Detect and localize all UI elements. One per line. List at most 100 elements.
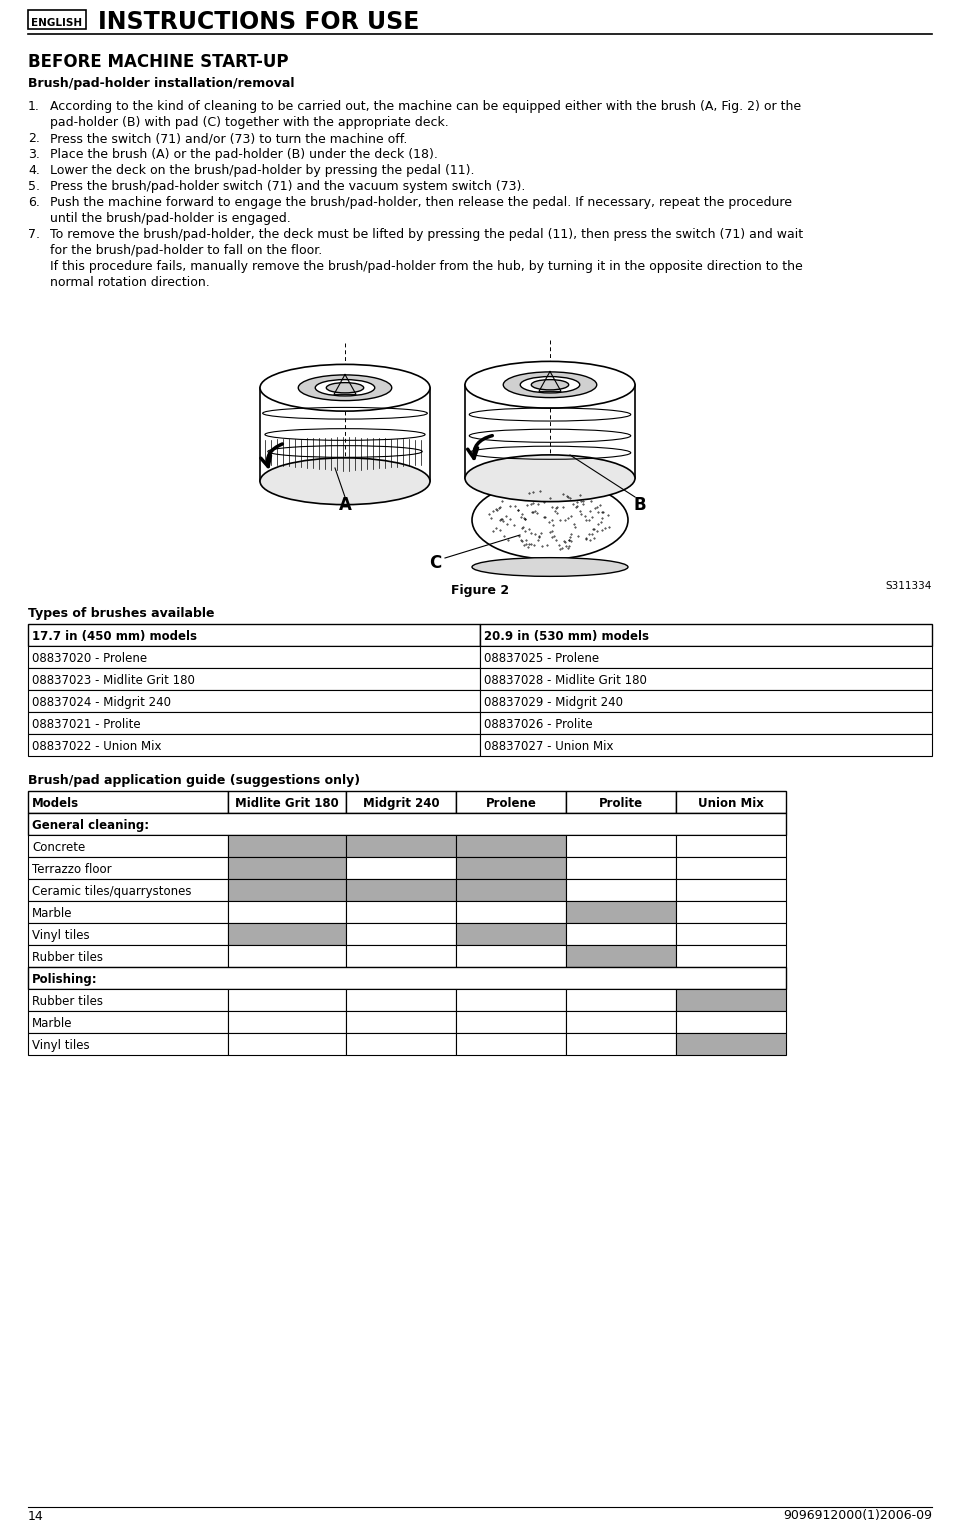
Bar bbox=[346, 879, 456, 902]
Text: 08837027 - Union Mix: 08837027 - Union Mix bbox=[484, 740, 613, 752]
Text: until the brush/pad-holder is engaged.: until the brush/pad-holder is engaged. bbox=[50, 212, 291, 225]
Bar bbox=[480, 669, 932, 690]
Bar bbox=[456, 1033, 566, 1055]
Bar bbox=[456, 857, 566, 879]
Bar bbox=[346, 923, 456, 944]
Text: Marble: Marble bbox=[32, 906, 73, 920]
Text: Terrazzo floor: Terrazzo floor bbox=[32, 862, 111, 876]
Bar bbox=[456, 902, 566, 923]
Bar bbox=[456, 835, 566, 857]
Bar bbox=[28, 1011, 228, 1033]
Bar bbox=[676, 1011, 786, 1033]
Bar bbox=[28, 669, 480, 690]
Text: 17.7 in (450 mm) models: 17.7 in (450 mm) models bbox=[32, 629, 197, 643]
Bar bbox=[480, 646, 932, 669]
Bar bbox=[28, 1033, 228, 1055]
Bar bbox=[228, 790, 346, 813]
Bar bbox=[28, 646, 480, 669]
Text: Press the switch (71) and/or (73) to turn the machine off.: Press the switch (71) and/or (73) to tur… bbox=[50, 133, 407, 145]
Bar bbox=[566, 1011, 676, 1033]
Bar bbox=[346, 790, 456, 813]
Text: Union Mix: Union Mix bbox=[698, 797, 764, 810]
Ellipse shape bbox=[299, 375, 392, 401]
Bar bbox=[28, 967, 786, 988]
Text: Vinyl tiles: Vinyl tiles bbox=[32, 1039, 89, 1051]
Ellipse shape bbox=[260, 458, 430, 504]
Bar bbox=[28, 923, 228, 944]
Text: Place the brush (A) or the pad-holder (B) under the deck (18).: Place the brush (A) or the pad-holder (B… bbox=[50, 148, 438, 161]
Ellipse shape bbox=[315, 379, 374, 396]
Bar bbox=[676, 835, 786, 857]
Text: pad-holder (B) with pad (C) together with the appropriate deck.: pad-holder (B) with pad (C) together wit… bbox=[50, 116, 448, 129]
Bar bbox=[566, 944, 676, 967]
Text: 08837026 - Prolite: 08837026 - Prolite bbox=[484, 717, 592, 731]
Bar bbox=[676, 923, 786, 944]
Bar bbox=[28, 711, 480, 734]
Text: If this procedure fails, manually remove the brush/pad-holder from the hub, by t: If this procedure fails, manually remove… bbox=[50, 260, 803, 273]
Bar bbox=[228, 835, 346, 857]
Text: 08837025 - Prolene: 08837025 - Prolene bbox=[484, 652, 599, 664]
Bar bbox=[28, 11, 86, 29]
Text: 3.: 3. bbox=[28, 148, 40, 161]
Bar bbox=[566, 1033, 676, 1055]
Text: Figure 2: Figure 2 bbox=[451, 583, 509, 597]
Text: Types of brushes available: Types of brushes available bbox=[28, 608, 214, 620]
Bar bbox=[676, 902, 786, 923]
Text: According to the kind of cleaning to be carried out, the machine can be equipped: According to the kind of cleaning to be … bbox=[50, 101, 802, 113]
Bar bbox=[676, 944, 786, 967]
Text: Rubber tiles: Rubber tiles bbox=[32, 995, 103, 1008]
Text: B: B bbox=[634, 496, 646, 513]
Text: 08837028 - Midlite Grit 180: 08837028 - Midlite Grit 180 bbox=[484, 673, 647, 687]
Bar bbox=[676, 857, 786, 879]
Bar bbox=[566, 790, 676, 813]
Bar bbox=[28, 944, 228, 967]
Text: Concrete: Concrete bbox=[32, 841, 85, 853]
Bar bbox=[346, 835, 456, 857]
Ellipse shape bbox=[260, 364, 430, 411]
Text: 9096912000(1)2006-09: 9096912000(1)2006-09 bbox=[783, 1509, 932, 1523]
Ellipse shape bbox=[531, 379, 568, 390]
Bar bbox=[28, 624, 480, 646]
Bar bbox=[480, 711, 932, 734]
Text: 1.: 1. bbox=[28, 101, 40, 113]
Bar bbox=[676, 790, 786, 813]
Bar bbox=[456, 879, 566, 902]
Text: 08837022 - Union Mix: 08837022 - Union Mix bbox=[32, 740, 161, 752]
Text: Prolene: Prolene bbox=[486, 797, 537, 810]
Bar bbox=[228, 902, 346, 923]
Bar bbox=[228, 923, 346, 944]
Text: Rubber tiles: Rubber tiles bbox=[32, 950, 103, 964]
Bar bbox=[228, 1011, 346, 1033]
Bar bbox=[566, 902, 676, 923]
Text: 08837021 - Prolite: 08837021 - Prolite bbox=[32, 717, 140, 731]
Bar bbox=[228, 944, 346, 967]
Text: Polishing:: Polishing: bbox=[32, 973, 98, 985]
Text: for the brush/pad-holder to fall on the floor.: for the brush/pad-holder to fall on the … bbox=[50, 244, 323, 257]
Bar bbox=[456, 923, 566, 944]
Bar bbox=[480, 734, 932, 755]
Text: normal rotation direction.: normal rotation direction. bbox=[50, 276, 209, 289]
Bar bbox=[228, 857, 346, 879]
Text: Models: Models bbox=[32, 797, 79, 810]
Text: Midlite Grit 180: Midlite Grit 180 bbox=[235, 797, 339, 810]
Text: 4.: 4. bbox=[28, 164, 40, 177]
Bar bbox=[346, 857, 456, 879]
Ellipse shape bbox=[520, 376, 580, 393]
Bar bbox=[228, 879, 346, 902]
Text: A: A bbox=[339, 496, 351, 513]
Text: 08837023 - Midlite Grit 180: 08837023 - Midlite Grit 180 bbox=[32, 673, 195, 687]
Bar bbox=[228, 988, 346, 1011]
Bar bbox=[480, 624, 932, 646]
Text: Brush/pad-holder installation/removal: Brush/pad-holder installation/removal bbox=[28, 76, 295, 90]
Text: 7.: 7. bbox=[28, 228, 40, 241]
Bar bbox=[28, 835, 228, 857]
Text: General cleaning:: General cleaning: bbox=[32, 818, 149, 832]
Text: Vinyl tiles: Vinyl tiles bbox=[32, 929, 89, 941]
Text: 08837020 - Prolene: 08837020 - Prolene bbox=[32, 652, 147, 664]
Text: ENGLISH: ENGLISH bbox=[32, 18, 83, 27]
Bar bbox=[28, 988, 228, 1011]
Bar bbox=[676, 988, 786, 1011]
Text: 08837024 - Midgrit 240: 08837024 - Midgrit 240 bbox=[32, 696, 171, 708]
Bar bbox=[346, 988, 456, 1011]
Bar bbox=[28, 857, 228, 879]
